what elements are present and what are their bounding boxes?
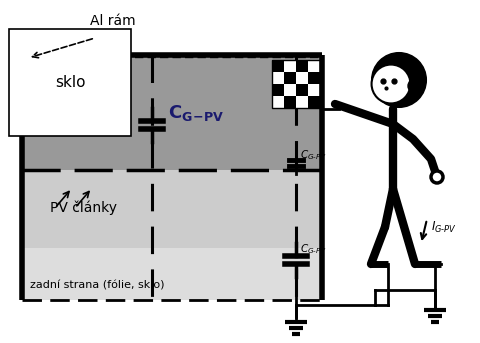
- Text: $I_{G\text{-}PV}$: $I_{G\text{-}PV}$: [430, 220, 456, 235]
- Text: zadní strana (fólie, sklo): zadní strana (fólie, sklo): [30, 280, 164, 290]
- Bar: [295, 96, 307, 108]
- Text: $\mathbf{C}_{\mathbf{G\!-\!PV}}$: $\mathbf{C}_{\mathbf{G\!-\!PV}}$: [168, 103, 224, 123]
- Circle shape: [407, 79, 421, 93]
- Bar: [271, 96, 283, 108]
- Bar: [271, 84, 283, 96]
- Bar: [307, 96, 319, 108]
- Bar: [283, 60, 295, 72]
- Bar: [295, 84, 307, 96]
- Bar: [307, 84, 319, 96]
- Bar: [283, 84, 295, 96]
- Bar: [22, 248, 321, 300]
- Bar: [283, 72, 295, 84]
- Circle shape: [371, 64, 409, 104]
- Bar: [271, 60, 283, 72]
- Text: $C_{G\text{-}PV}$: $C_{G\text{-}PV}$: [300, 242, 326, 256]
- Text: PV články: PV články: [50, 201, 117, 215]
- Text: Al rám: Al rám: [90, 14, 135, 28]
- Text: sklo: sklo: [55, 75, 85, 90]
- Bar: [295, 60, 307, 72]
- Bar: [307, 60, 319, 72]
- Bar: [22, 170, 321, 248]
- Circle shape: [371, 53, 425, 107]
- Bar: [295, 72, 307, 84]
- Bar: [271, 72, 283, 84]
- Bar: [307, 72, 319, 84]
- Bar: [271, 60, 319, 108]
- Text: $C_{G\text{-}PV}$: $C_{G\text{-}PV}$: [300, 148, 326, 162]
- Bar: [22, 55, 321, 170]
- Bar: [283, 96, 295, 108]
- Circle shape: [430, 171, 442, 183]
